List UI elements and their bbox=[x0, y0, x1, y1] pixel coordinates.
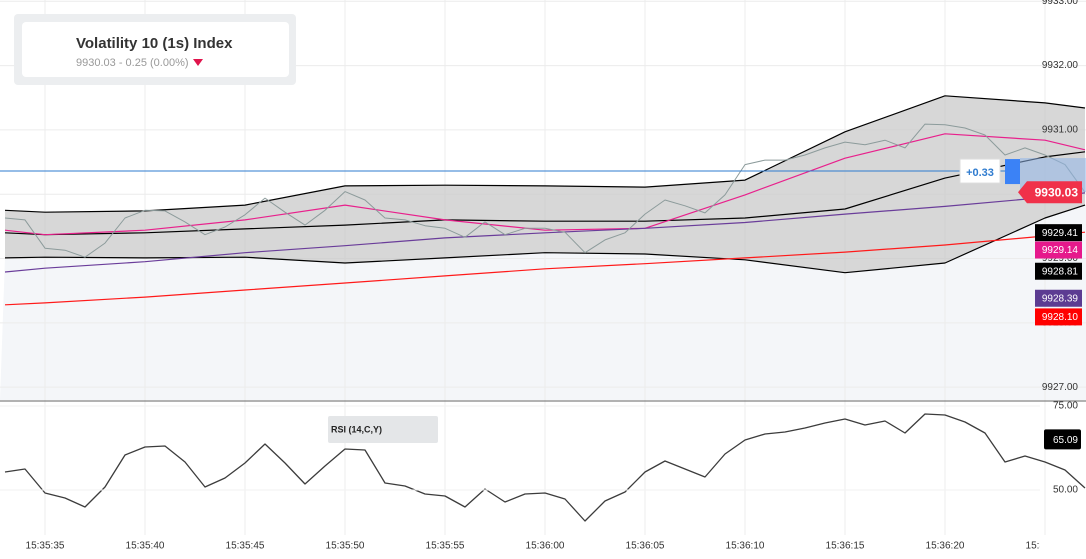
indicator-line bbox=[4, 204, 1086, 274]
x-tick-label: 15:36:15 bbox=[826, 541, 865, 552]
rsi-badge bbox=[1044, 429, 1081, 450]
y-tick-label: 9927.00 bbox=[1042, 382, 1079, 393]
x-tick-label: 15:35:45 bbox=[226, 541, 265, 552]
indicator-line bbox=[4, 151, 1086, 236]
price-tag bbox=[1018, 181, 1082, 204]
x-tick-label: 15:36:00 bbox=[526, 541, 565, 552]
y-tick-label: 9933.00 bbox=[1042, 0, 1079, 7]
x-tick-label: 15:36:10 bbox=[726, 541, 765, 552]
badge-label: 9928.81 bbox=[1042, 266, 1079, 277]
indicator-badge bbox=[1035, 224, 1082, 242]
symbol-title: Volatility 10 (1s) Index bbox=[76, 35, 233, 52]
price-tag-label: 9930.03 bbox=[1035, 185, 1079, 199]
indicator-line bbox=[4, 95, 1086, 213]
indicator-line bbox=[4, 231, 1086, 306]
indicator-badge bbox=[1035, 241, 1082, 259]
x-tick-label: 15:35:40 bbox=[126, 541, 165, 552]
band-fill bbox=[5, 95, 1085, 273]
badge-label: 9928.10 bbox=[1042, 312, 1079, 323]
quote-text: 9930.03 - 0.25 (0.00%) bbox=[76, 57, 189, 69]
x-tick-label: 15:35:55 bbox=[426, 541, 465, 552]
rsi-tick-label: 50.00 bbox=[1053, 485, 1078, 496]
indicator-line bbox=[4, 133, 1086, 236]
symbol-quote: 9930.03 - 0.25 (0.00%) bbox=[76, 57, 203, 69]
down-arrow bbox=[192, 59, 203, 66]
badge-label: 9929.41 bbox=[1042, 228, 1079, 239]
indicator-line bbox=[4, 192, 1086, 273]
x-tick-label: 15:35:50 bbox=[326, 541, 365, 552]
y-tick-label: 9932.00 bbox=[1042, 60, 1079, 71]
rsi-line bbox=[4, 413, 1086, 522]
pnl-label: +0.33 bbox=[966, 167, 994, 179]
lower-area bbox=[0, 205, 1086, 400]
indicator-badge bbox=[1035, 262, 1082, 280]
indicator-badge bbox=[1035, 308, 1082, 326]
x-tick-label: 15:36:05 bbox=[626, 541, 665, 552]
rsi-label-box bbox=[328, 416, 438, 443]
y-tick-label: 9929.00 bbox=[1042, 253, 1079, 264]
rsi-badge-label: 65.09 bbox=[1053, 435, 1078, 446]
symbol-card: Volatility 10 (1s) Index 9930.03 - 0.25 … bbox=[14, 14, 296, 85]
x-tick-label: 15:35:35 bbox=[26, 541, 65, 552]
badge-label: 9929.14 bbox=[1042, 245, 1079, 256]
symbol-card-inner: Volatility 10 (1s) Index 9930.03 - 0.25 … bbox=[22, 22, 289, 77]
axis-corner bbox=[1040, 536, 1086, 559]
price-line bbox=[4, 123, 1086, 258]
rsi-tick-label: 75.00 bbox=[1053, 401, 1078, 412]
rsi-title: RSI (14,C,Y) bbox=[331, 424, 382, 434]
x-tick-label: 15:36:20 bbox=[926, 541, 965, 552]
y-tick-label: 9931.00 bbox=[1042, 125, 1079, 136]
pnl-box bbox=[959, 158, 1001, 184]
position-handle bbox=[1005, 159, 1020, 185]
indicator-badge bbox=[1035, 289, 1082, 307]
badge-label: 9928.39 bbox=[1042, 293, 1079, 304]
